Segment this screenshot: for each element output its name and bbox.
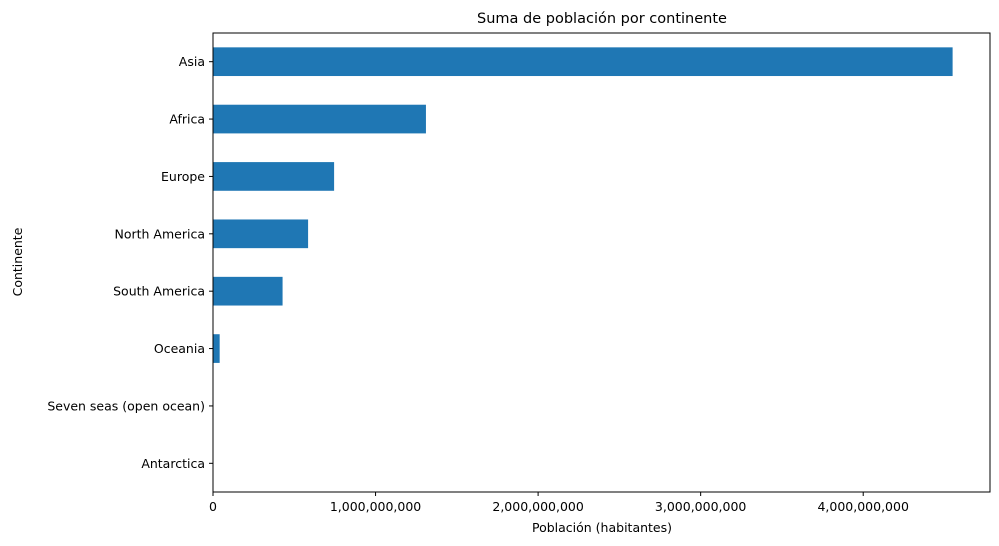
bar-africa <box>213 104 426 134</box>
y-ticks-group: Asia Africa Europe North America South Ameri… <box>47 54 213 471</box>
bar-oceania <box>213 334 220 363</box>
y-tick-label: Antarctica <box>141 456 205 471</box>
x-axis-label: Población (habitantes) <box>532 520 672 535</box>
x-tick-label: 2,000,000,000 <box>492 499 583 514</box>
bar-europe <box>213 162 335 191</box>
y-tick-label: North America <box>115 226 206 241</box>
bar-south-america <box>213 276 283 306</box>
bar-asia <box>213 47 953 77</box>
x-tick-label: 3,000,000,000 <box>655 499 746 514</box>
y-tick-label: Europe <box>161 169 205 184</box>
bars-group <box>213 47 953 363</box>
x-tick-label: 4,000,000,000 <box>817 499 908 514</box>
y-tick-label: Africa <box>169 112 205 127</box>
y-tick-label: South America <box>113 284 205 299</box>
y-tick-label: Asia <box>179 54 205 69</box>
y-tick-label: Oceania <box>154 341 205 356</box>
y-axis-label: Continente <box>10 227 25 296</box>
x-ticks-group: 0 1,000,000,000 2,000,000,000 3,000,000,000… <box>209 492 909 514</box>
plot-frame <box>212 32 991 493</box>
x-tick-label: 0 <box>209 499 217 514</box>
bar-north-america <box>213 219 309 249</box>
y-tick-label: Seven seas (open ocean) <box>47 398 205 413</box>
chart-title: Suma de población por continente <box>477 11 727 27</box>
x-tick-label: 1,000,000,000 <box>330 499 421 514</box>
